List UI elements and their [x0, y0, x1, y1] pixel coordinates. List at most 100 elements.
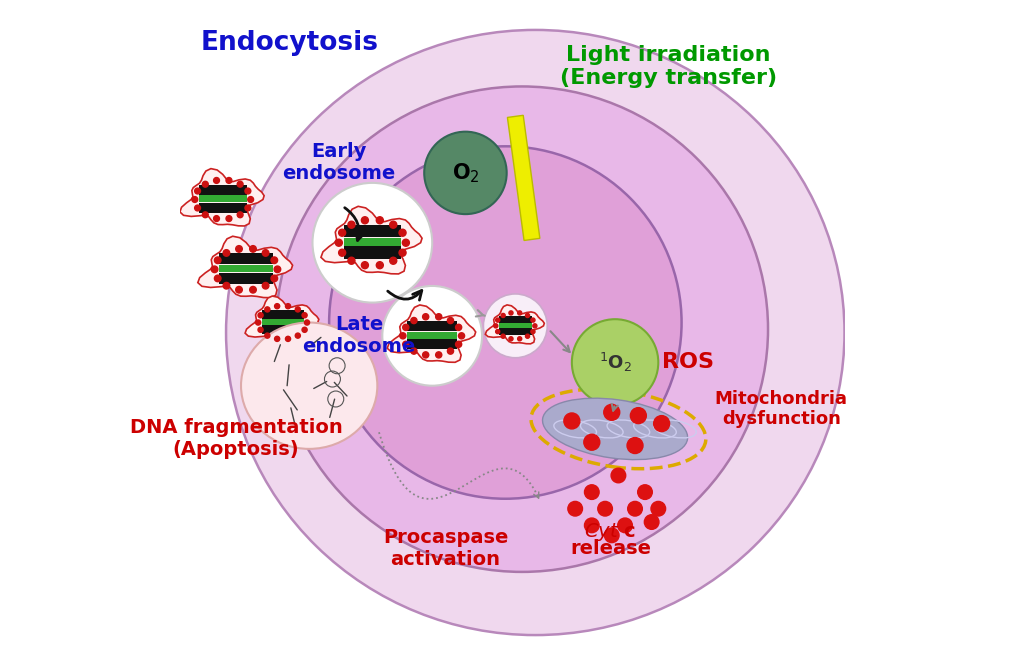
Circle shape — [501, 334, 505, 338]
FancyBboxPatch shape — [199, 185, 247, 195]
Circle shape — [411, 348, 417, 354]
Circle shape — [399, 249, 407, 256]
Circle shape — [631, 408, 646, 424]
Circle shape — [653, 416, 670, 432]
FancyBboxPatch shape — [344, 225, 401, 237]
FancyBboxPatch shape — [219, 253, 273, 265]
Circle shape — [236, 245, 243, 252]
Circle shape — [402, 325, 409, 331]
Circle shape — [274, 336, 280, 341]
Circle shape — [390, 257, 396, 264]
Text: Mitochondria
dysfunction: Mitochondria dysfunction — [715, 390, 848, 428]
Ellipse shape — [329, 146, 682, 499]
Circle shape — [265, 307, 270, 312]
Ellipse shape — [241, 323, 377, 449]
Circle shape — [411, 317, 417, 324]
Circle shape — [274, 266, 281, 273]
Circle shape — [335, 239, 342, 246]
FancyBboxPatch shape — [499, 323, 532, 328]
Circle shape — [517, 311, 521, 315]
Circle shape — [195, 205, 201, 211]
Circle shape — [214, 275, 221, 282]
FancyBboxPatch shape — [261, 310, 303, 319]
Circle shape — [509, 336, 513, 341]
Ellipse shape — [226, 30, 845, 635]
FancyBboxPatch shape — [499, 328, 532, 335]
Circle shape — [402, 239, 410, 246]
Circle shape — [494, 324, 498, 328]
Circle shape — [223, 249, 229, 256]
Polygon shape — [321, 206, 422, 274]
Circle shape — [456, 341, 462, 347]
Circle shape — [286, 336, 291, 341]
Circle shape — [361, 217, 369, 223]
Circle shape — [483, 294, 547, 358]
Circle shape — [585, 485, 599, 499]
Circle shape — [447, 348, 454, 354]
Text: Procaspase
activation: Procaspase activation — [383, 528, 508, 569]
Circle shape — [238, 212, 243, 217]
Circle shape — [262, 249, 269, 256]
Circle shape — [399, 229, 407, 236]
Circle shape — [644, 515, 659, 529]
Circle shape — [258, 327, 263, 332]
Circle shape — [399, 332, 406, 339]
Polygon shape — [508, 115, 540, 241]
Circle shape — [423, 314, 429, 320]
Circle shape — [604, 528, 620, 543]
Circle shape — [271, 257, 278, 263]
Circle shape — [223, 283, 229, 289]
Circle shape — [611, 468, 626, 483]
Text: Light irradiation
(Energy transfer): Light irradiation (Energy transfer) — [560, 45, 777, 88]
Text: Endocytosis: Endocytosis — [201, 30, 378, 57]
Circle shape — [628, 501, 642, 516]
Circle shape — [568, 501, 583, 516]
Circle shape — [501, 313, 505, 317]
Circle shape — [226, 215, 231, 221]
FancyBboxPatch shape — [408, 339, 458, 349]
Circle shape — [245, 205, 251, 211]
Polygon shape — [180, 169, 264, 226]
Circle shape — [236, 287, 243, 293]
FancyBboxPatch shape — [408, 321, 458, 331]
Circle shape — [402, 341, 409, 347]
FancyBboxPatch shape — [408, 332, 458, 338]
Circle shape — [390, 221, 396, 228]
Circle shape — [530, 318, 535, 322]
FancyBboxPatch shape — [344, 237, 401, 246]
Circle shape — [286, 304, 291, 309]
Circle shape — [509, 311, 513, 315]
FancyBboxPatch shape — [199, 196, 247, 202]
Text: ROS: ROS — [663, 352, 714, 372]
Polygon shape — [485, 305, 545, 344]
Circle shape — [532, 324, 537, 328]
Circle shape — [248, 197, 254, 202]
Circle shape — [564, 413, 580, 429]
Circle shape — [339, 229, 346, 236]
Circle shape — [295, 307, 300, 312]
Circle shape — [271, 275, 278, 282]
Circle shape — [214, 257, 221, 263]
Text: DNA fragmentation
(Apoptosis): DNA fragmentation (Apoptosis) — [130, 418, 342, 460]
Ellipse shape — [543, 398, 688, 460]
Circle shape — [304, 320, 309, 325]
Circle shape — [302, 327, 307, 332]
Circle shape — [339, 249, 346, 256]
Polygon shape — [198, 236, 293, 298]
Circle shape — [238, 182, 243, 187]
Circle shape — [348, 257, 355, 264]
Circle shape — [302, 313, 307, 318]
Circle shape — [262, 283, 269, 289]
Circle shape — [525, 334, 529, 338]
Circle shape — [195, 188, 201, 194]
Circle shape — [361, 262, 369, 269]
Circle shape — [459, 332, 465, 339]
FancyBboxPatch shape — [199, 203, 247, 213]
Circle shape — [274, 304, 280, 309]
Circle shape — [456, 325, 462, 331]
Circle shape — [435, 314, 441, 320]
Circle shape — [585, 518, 599, 533]
Text: release: release — [570, 539, 651, 558]
Circle shape — [617, 518, 633, 533]
FancyBboxPatch shape — [344, 247, 401, 259]
